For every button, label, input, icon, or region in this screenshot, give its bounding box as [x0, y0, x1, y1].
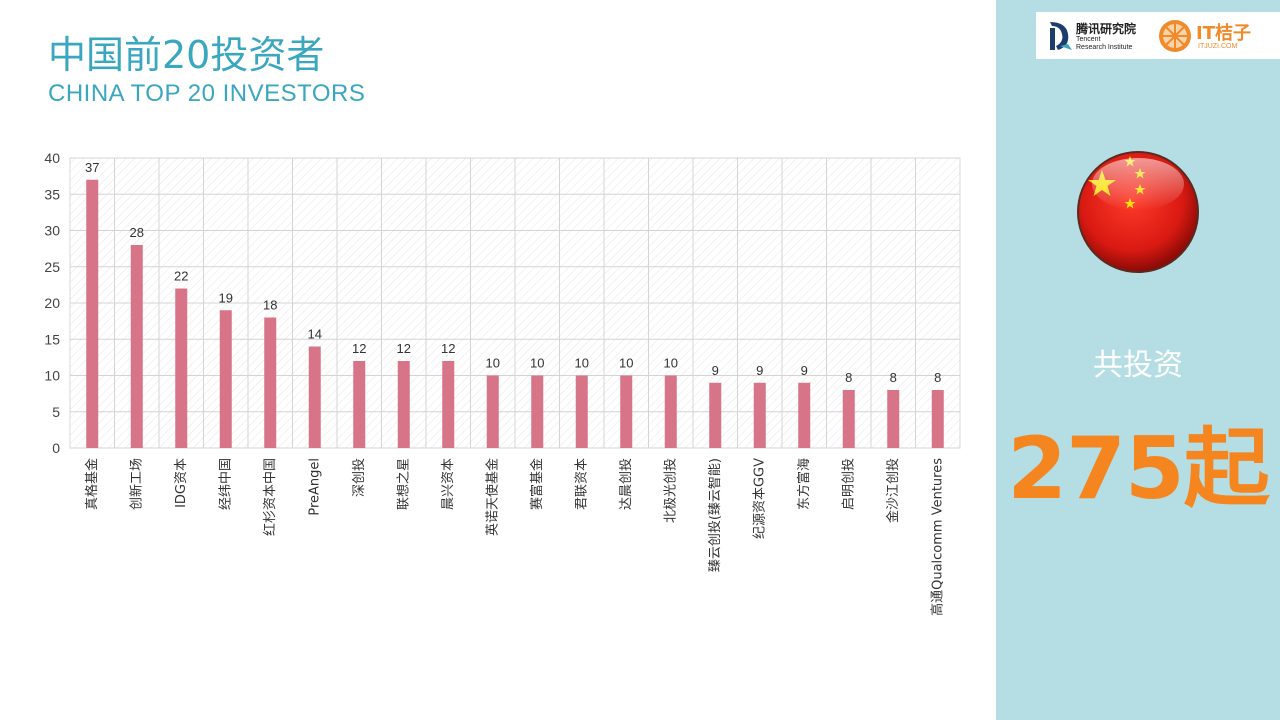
y-tick-label: 20: [44, 295, 60, 311]
bar: [486, 375, 499, 448]
value-label: 12: [352, 341, 366, 356]
value-label: 14: [308, 327, 322, 342]
bar: [397, 361, 410, 448]
value-label: 22: [174, 269, 188, 284]
value-label: 8: [845, 370, 852, 385]
bar: [753, 382, 766, 448]
grid-lines: [70, 157, 960, 449]
category-label: PreAngel: [307, 458, 322, 516]
category-label: 启明创投: [840, 458, 856, 510]
tencent-research-logo: 腾讯研究院 Tencent Research Institute: [1046, 18, 1156, 54]
page-title-cn: 中国前20投资者: [48, 33, 325, 77]
value-label: 9: [801, 363, 808, 378]
itjuzi-logo: IT桔子 ITJUZI.COM: [1158, 16, 1278, 56]
china-flag-icon: [1077, 151, 1199, 273]
category-label: 臻云创投(臻云智能): [707, 458, 723, 572]
category-label: 赛富基金: [529, 458, 545, 510]
bars: [86, 179, 944, 448]
value-label: 8: [890, 370, 897, 385]
category-label: 联想之星: [395, 458, 411, 510]
bar: [175, 288, 188, 448]
category-label: 英诺天使基金: [484, 458, 500, 536]
category-label: IDG资本: [174, 458, 189, 508]
page-title-en: CHINA TOP 20 INVESTORS: [48, 80, 366, 107]
bar: [86, 179, 99, 448]
y-tick-label: 15: [44, 331, 60, 347]
tencent-name-cn: 腾讯研究院: [1076, 22, 1137, 36]
category-label: 纪源资本GGV: [752, 458, 767, 539]
bar: [842, 390, 855, 448]
bar: [264, 317, 277, 448]
itjuzi-name: IT桔子: [1196, 23, 1251, 44]
category-label: 君联资本: [574, 458, 589, 510]
value-label: 12: [441, 341, 455, 356]
value-label: 12: [397, 341, 411, 356]
bar: [353, 361, 366, 448]
value-label: 9: [756, 363, 763, 378]
y-tick-label: 35: [44, 186, 60, 202]
category-label: 达晨创投: [618, 458, 634, 510]
logo-bar: 腾讯研究院 Tencent Research Institute IT桔子 IT…: [1036, 12, 1280, 59]
bar: [531, 375, 544, 448]
value-label: 10: [619, 356, 633, 371]
value-label: 8: [934, 370, 941, 385]
category-label: 创新工场: [128, 458, 144, 510]
bar: [308, 346, 321, 448]
summary-panel: 腾讯研究院 Tencent Research Institute IT桔子 IT…: [996, 0, 1280, 720]
category-label: 高通Qualcomm Ventures: [929, 458, 945, 616]
total-investments-label: 共投资: [1093, 348, 1183, 383]
value-label: 10: [575, 356, 589, 371]
value-label: 9: [712, 363, 719, 378]
category-label: 深创投: [351, 458, 367, 497]
y-tick-label: 0: [52, 440, 60, 456]
y-tick-label: 10: [44, 368, 60, 384]
orange-slice-icon: [1159, 20, 1191, 52]
value-labels: 37 28 22 19 18 14 12 12 12 10 10 10 10 10 9 9 9 8 8 8: [85, 160, 941, 385]
value-label: 37: [85, 160, 99, 175]
bar-chart: 0 5 10 15 20 25 30 35 40 37 28 22 19 18 14 12 12 12 10 10 1…: [44, 150, 961, 616]
value-label: 28: [130, 225, 144, 240]
bar: [664, 375, 677, 448]
bar: [709, 382, 722, 448]
bar: [575, 375, 588, 448]
total-investments-value: 275起: [1007, 419, 1270, 519]
value-label: 19: [219, 290, 233, 305]
tencent-mark-icon: [1050, 22, 1072, 50]
y-tick-label: 30: [44, 223, 60, 239]
category-label: 红杉资本中国: [262, 458, 278, 536]
value-label: 10: [664, 356, 678, 371]
y-tick-label: 25: [44, 259, 60, 275]
tencent-name-en-line2: Research Institute: [1076, 44, 1133, 51]
category-label: 北极光创投: [662, 458, 678, 523]
bar: [887, 390, 900, 448]
bar: [931, 390, 944, 448]
value-label: 10: [486, 356, 500, 371]
category-label: 东方富海: [796, 458, 812, 510]
value-label: 10: [530, 356, 544, 371]
category-label: 经纬中国: [218, 458, 233, 510]
bar: [130, 245, 143, 448]
category-label: 金沙江创投: [885, 458, 901, 523]
category-label: 晨兴资本: [441, 458, 456, 510]
bar: [219, 310, 232, 448]
tencent-name-en-line1: Tencent: [1076, 36, 1101, 43]
y-tick-label: 5: [52, 404, 60, 420]
bar: [620, 375, 633, 448]
category-labels: 真格基金 创新工场 IDG资本 经纬中国 红杉资本中国 PreAngel 深创投 联想之星 晨兴…: [84, 458, 946, 616]
y-axis-ticks: 0 5 10 15 20 25 30 35 40: [44, 150, 60, 456]
value-label: 18: [263, 298, 277, 313]
category-label: 真格基金: [84, 458, 100, 510]
y-tick-label: 40: [44, 150, 60, 166]
bar: [798, 382, 811, 448]
itjuzi-url: ITJUZI.COM: [1198, 43, 1238, 50]
bar: [442, 361, 455, 448]
